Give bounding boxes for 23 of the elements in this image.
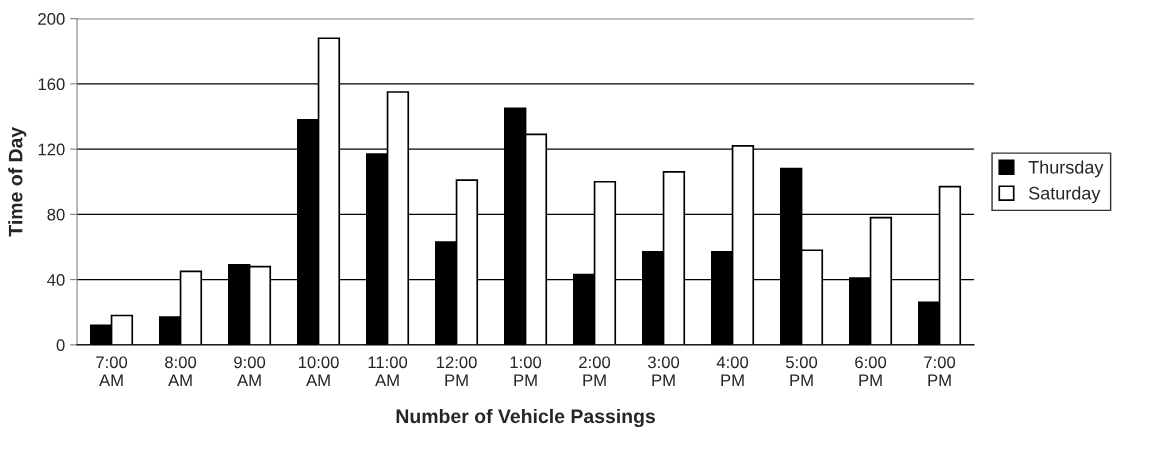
x-tick-label: 7:00 PM bbox=[924, 356, 956, 386]
legend-label: Saturday bbox=[1028, 186, 1101, 204]
y-tick-label: 120 bbox=[38, 143, 65, 156]
x-tick-label: 4:00 PM bbox=[716, 356, 749, 386]
y-tick-label: 0 bbox=[56, 339, 65, 352]
y-tick-label: 80 bbox=[47, 208, 65, 221]
x-tick-label: 6:00 PM bbox=[855, 356, 887, 386]
x-tick-label: 9:00 AM bbox=[234, 356, 266, 386]
x-tick-label: 1:00 PM bbox=[510, 356, 542, 386]
y-axis-title: Time of Day bbox=[8, 126, 27, 237]
x-tick-label: 11:00 AM bbox=[368, 356, 408, 386]
x-tick-label: 12:00 PM bbox=[436, 356, 477, 386]
y-tick-label: 40 bbox=[47, 274, 65, 286]
legend-label: Thursday bbox=[1028, 160, 1104, 178]
x-tick-label: 10:00 AM bbox=[298, 356, 339, 386]
y-tick-label: 200 bbox=[38, 13, 65, 25]
x-tick-label: 2:00 PM bbox=[579, 356, 611, 386]
x-tick-label: 8:00 AM bbox=[165, 356, 197, 386]
x-tick-label: 3:00 PM bbox=[647, 356, 680, 386]
x-tick-label: 5:00 PM bbox=[786, 356, 818, 386]
y-tick-label: 160 bbox=[38, 78, 65, 91]
x-axis-title: Number of Vehicle Passings bbox=[396, 408, 655, 428]
x-tick-label: 7:00 AM bbox=[96, 356, 128, 386]
